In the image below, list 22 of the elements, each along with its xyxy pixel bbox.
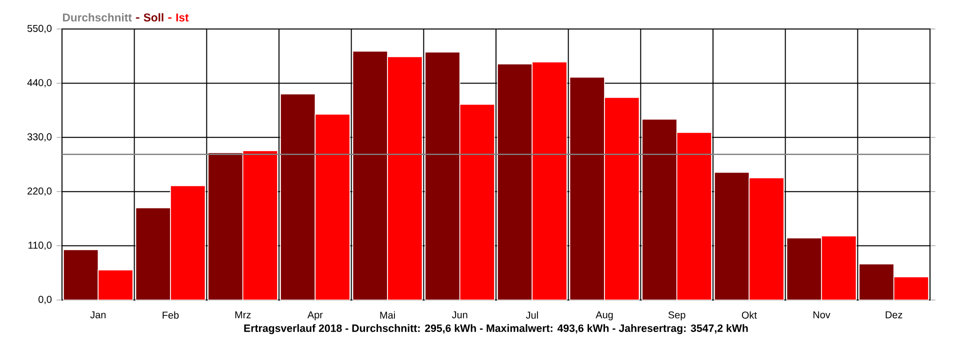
x-tick-label: Dez [886, 311, 902, 318]
x-tick-label: Jan [90, 311, 106, 318]
x-tick-label: Okt [742, 311, 757, 319]
y-tick-label: 0,0 [38, 296, 52, 304]
y-tick-label: 440,0 [27, 79, 52, 88]
x-tick-label: Apr [307, 311, 323, 320]
legend-label: Soll [144, 13, 164, 22]
x-tick-label: Jul [526, 311, 538, 319]
legend-label: Ist [176, 14, 189, 22]
y-tick-label: 550,0 [27, 24, 52, 34]
ref-line-label: Durchschnitt [63, 13, 132, 22]
x-tick-label: Nov [813, 311, 830, 318]
x-tick-label: Jun [452, 311, 468, 318]
x-tick-label: Sep [668, 311, 686, 320]
y-tick-label: 110,0 [28, 242, 52, 250]
y-tick-label: 330,0 [27, 133, 52, 142]
x-tick-label: Feb [162, 311, 179, 319]
x-axis-title: Ertragsverlauf 2018 - Durchschnitt: 295,6 kWh - Maximalwert: 493,6 kWh - Jahresertrag: 3547,2 kWh [244, 324, 748, 334]
x-tick-label: Aug [596, 311, 613, 320]
x-tick-label: Mai [380, 311, 395, 319]
x-tick-label: Mrz [235, 311, 251, 318]
y-tick-label: 220,0 [28, 187, 52, 196]
